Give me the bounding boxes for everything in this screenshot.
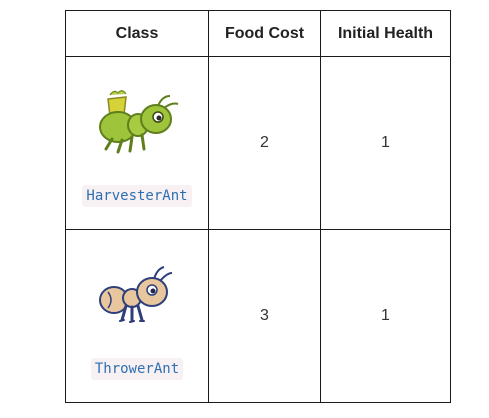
table-row: HarvesterAnt 2 1 bbox=[65, 56, 451, 230]
initial-health-cell: 1 bbox=[320, 229, 451, 403]
initial-health-cell: 1 bbox=[320, 56, 451, 230]
class-name-thrower: ThrowerAnt bbox=[90, 358, 184, 380]
class-name-harvester: HarvesterAnt bbox=[82, 185, 192, 207]
harvester-ant-icon bbox=[99, 90, 179, 154]
class-cell: HarvesterAnt bbox=[65, 56, 209, 230]
food-cost-cell: 3 bbox=[208, 229, 321, 403]
food-cost-cell: 2 bbox=[208, 56, 321, 230]
table-row: ThrowerAnt 3 1 bbox=[65, 229, 451, 403]
header-initial-health: Initial Health bbox=[320, 10, 451, 57]
header-row: Class Food Cost Initial Health bbox=[65, 10, 451, 57]
class-cell: ThrowerAnt bbox=[65, 229, 209, 403]
thrower-ant-icon bbox=[99, 266, 173, 323]
ant-classes-table: Class Food Cost Initial Health bbox=[65, 10, 451, 403]
header-food-cost: Food Cost bbox=[208, 10, 321, 57]
header-class: Class bbox=[65, 10, 209, 57]
